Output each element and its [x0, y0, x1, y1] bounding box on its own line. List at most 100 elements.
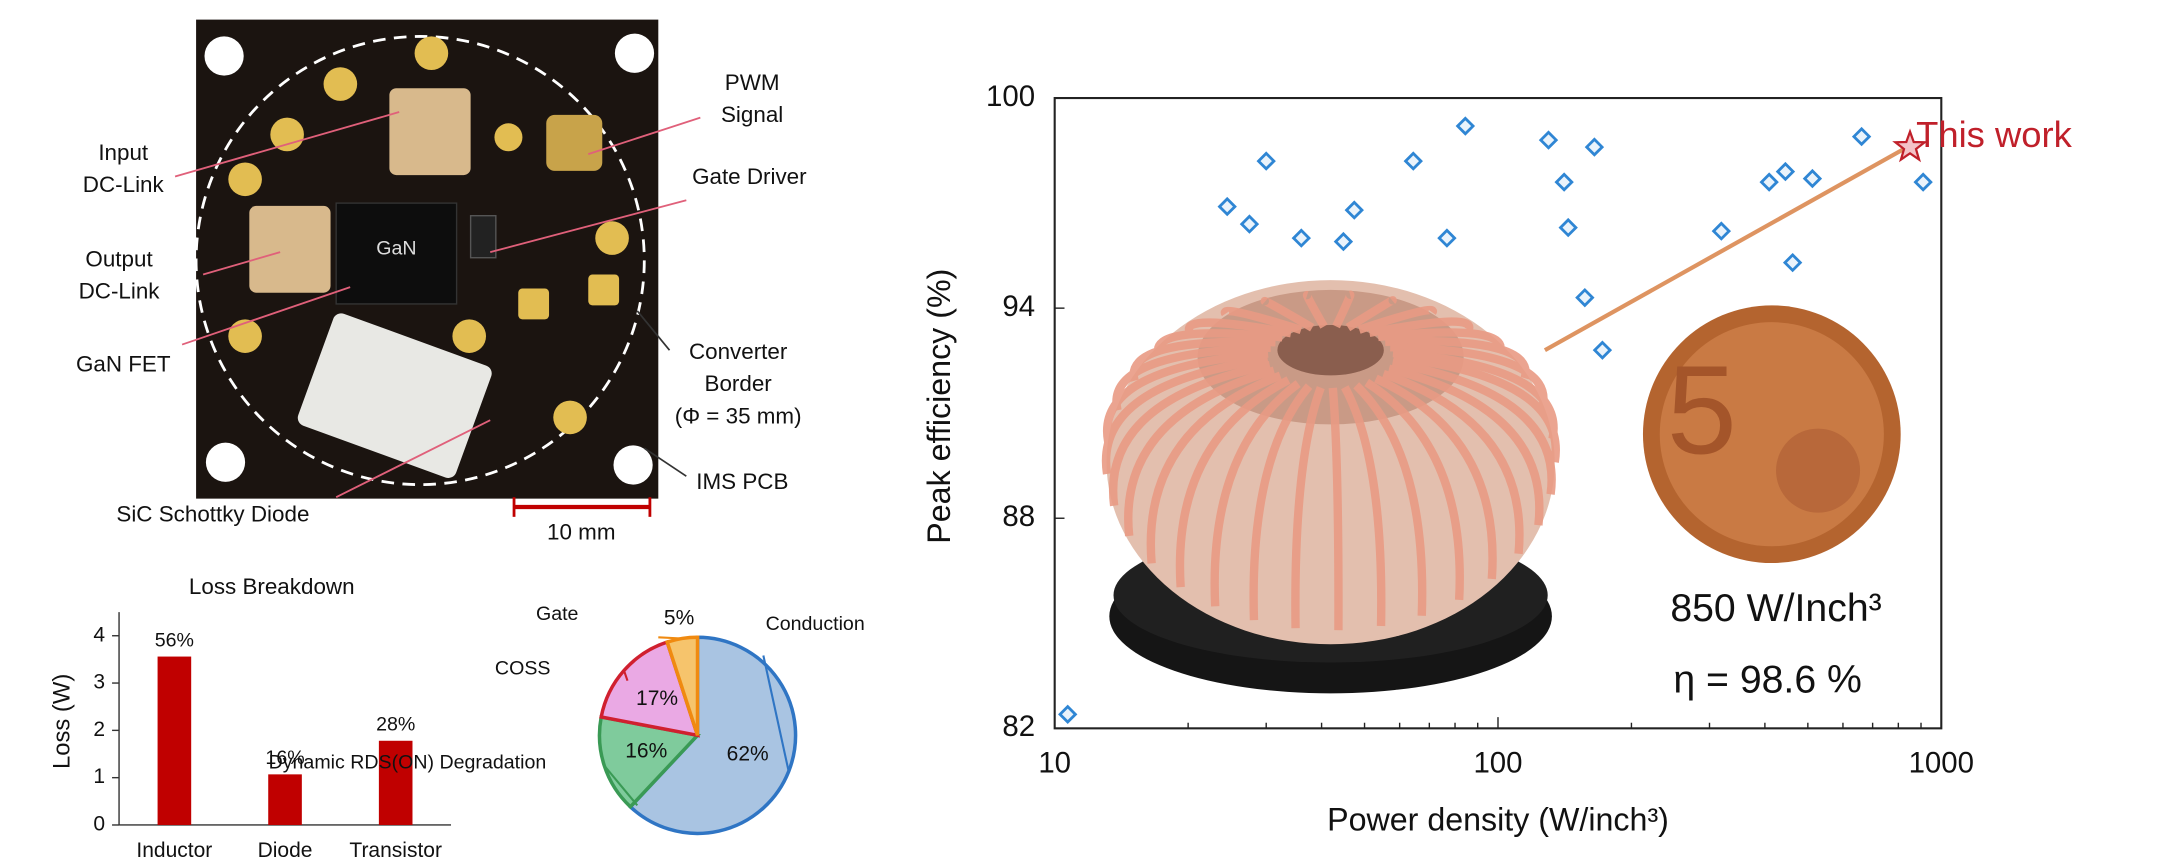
pie-category-label: Dynamic RDS(ON) Degradation [269, 752, 547, 774]
winding [1345, 296, 1397, 332]
svg-text:GaN: GaN [376, 237, 416, 259]
y-tick-label: 2 [93, 718, 105, 741]
pie-leader [622, 670, 629, 682]
diamond-marker [1554, 172, 1574, 192]
winding [1124, 366, 1276, 537]
winding [1353, 382, 1427, 616]
winding [1129, 337, 1276, 382]
bar [157, 656, 192, 825]
diamond-marker [1217, 196, 1237, 217]
photo-label: PWM [725, 70, 780, 95]
pie-value-label: 5% [664, 607, 694, 630]
diamond-marker [1256, 151, 1276, 171]
diamond-marker [1711, 221, 1732, 241]
diamond-marker [1437, 228, 1457, 248]
diamond-marker [1455, 116, 1476, 136]
pie-category-label: Conduction [766, 613, 865, 635]
y-axis-label: Peak efficiency (%) [921, 269, 957, 544]
winding [1175, 376, 1291, 588]
diamond-marker [1558, 217, 1578, 238]
winding [1146, 371, 1282, 564]
star-marker [1892, 128, 1928, 163]
inductor-photo: 5 [1101, 146, 1906, 694]
bar-share-label: 56% [155, 629, 194, 651]
winding [1184, 318, 1292, 338]
x-tick-label: Transistor [349, 839, 442, 860]
winding [1249, 383, 1313, 621]
y-tick-label: 1 [93, 765, 105, 788]
diamond-marker [1592, 340, 1613, 360]
diamond-marker [1913, 172, 1933, 192]
winding [1391, 358, 1556, 495]
x-tick-label: 1000 [1909, 747, 1974, 780]
winding [1392, 348, 1558, 440]
photo-label: Input [98, 140, 149, 165]
bar-share-label: 28% [376, 714, 415, 736]
winding [1328, 387, 1343, 631]
winding [1374, 374, 1497, 580]
photo-label: (Φ = 35 mm) [675, 403, 802, 428]
winding [1368, 317, 1474, 338]
winding [1220, 306, 1303, 334]
photo-label: Border [705, 371, 773, 396]
diamond-marker [1851, 126, 1872, 147]
y-tick-label: 94 [1002, 290, 1035, 323]
y-tick-label: 3 [93, 671, 105, 694]
pie-category-label: COSS [495, 658, 551, 680]
diamond-marker [1538, 130, 1559, 150]
winding [1364, 378, 1464, 601]
pie-value-label: 16% [625, 740, 667, 763]
y-tick-label: 0 [93, 813, 105, 836]
x-tick-label: Inductor [136, 839, 212, 860]
y-axis-label: Loss (W) [48, 674, 75, 769]
bar-share-label: 16% [265, 747, 304, 769]
pie-category-label: Gate [536, 603, 579, 625]
y-tick-label: 4 [93, 623, 105, 646]
svg-text:5: 5 [1667, 339, 1737, 480]
x-tick-label: 100 [1473, 747, 1522, 780]
pie-leader [762, 655, 790, 772]
winding [1102, 349, 1269, 443]
photo-label: IMS PCB [696, 469, 788, 494]
winding [1101, 355, 1269, 475]
photo-label: Converter [689, 339, 788, 364]
chart-title: Loss Breakdown [189, 574, 355, 599]
pie-slice [665, 635, 700, 736]
x-axis-label: Power density (W/inch³) [1327, 802, 1669, 838]
winding [1210, 380, 1301, 607]
pie-leader [603, 764, 639, 807]
pie-value-label: 17% [636, 687, 678, 710]
pcb-leaders [174, 111, 701, 517]
annotation: η = 98.6 % [1673, 658, 1862, 701]
winding [1260, 296, 1315, 332]
photo-label: Signal [721, 102, 783, 127]
winding [1154, 329, 1283, 356]
winding [1112, 343, 1271, 412]
winding [1393, 352, 1560, 463]
winding [1382, 369, 1524, 555]
diamond-marker [1333, 231, 1354, 252]
diamond-marker [1782, 252, 1803, 273]
annotation: 850 W/Inch³ [1670, 587, 1881, 630]
photo-label: DC-Link [79, 279, 161, 304]
diamond-marker [1759, 172, 1779, 192]
diamond-marker [1239, 214, 1260, 234]
diamond-marker [1291, 228, 1311, 248]
x-tick-label: Diode [258, 839, 313, 860]
bar [268, 774, 302, 825]
diamond-marker [1584, 137, 1605, 157]
diamond-marker [1802, 168, 1823, 189]
photo-label: DC-Link [83, 172, 165, 197]
y-tick-label: 100 [986, 80, 1035, 113]
winding [1291, 386, 1325, 629]
pcb-photo: GaN [194, 19, 659, 499]
diamond-marker [1058, 704, 1078, 725]
diamond-marker [1775, 161, 1796, 182]
winding [1357, 305, 1437, 334]
bar [378, 740, 413, 825]
pie-leader [658, 636, 683, 640]
diamond-marker [1575, 287, 1595, 308]
winding [1108, 361, 1271, 507]
